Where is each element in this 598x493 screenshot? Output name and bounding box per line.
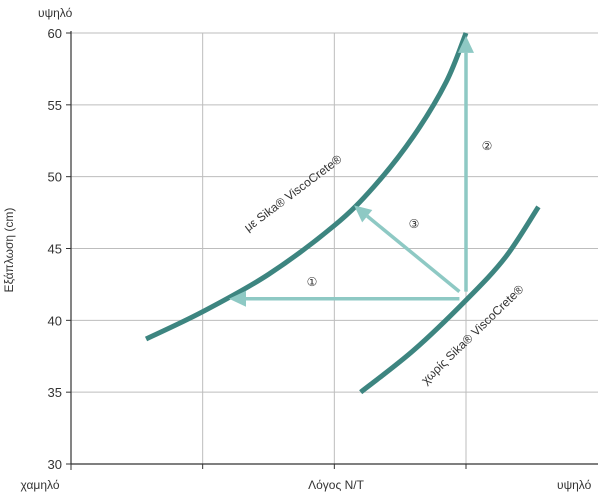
series-line-without-viscocrete [359,205,541,395]
arrow-3-number: ③ [409,217,420,231]
y-tick-label: 60 [48,26,62,41]
series-label-with-viscocrete: με Sika® ViscoCrete® [241,152,344,235]
y-tick-label: 40 [48,313,62,328]
arrow-layer [229,35,474,307]
y-tick-label: 45 [48,242,62,257]
y-tick-label: 55 [48,98,62,113]
x-axis-high-label: υψηλό [557,478,592,492]
arrow-2-head [458,35,474,53]
series-layer [144,32,541,395]
y-tick-label: 35 [48,385,62,400]
arrow-1-number: ① [307,275,318,289]
x-axis-title: Λόγος N/T [308,478,364,492]
arrow-2-number: ② [482,139,493,153]
arrow-3-shaft [366,214,461,293]
arrow-1-head [229,290,246,307]
grid-lines [71,32,598,464]
x-axis-low-label: χαμηλό [21,478,60,492]
series-line-with-viscocrete [144,32,469,342]
arrow-3-head [354,205,373,223]
y-tick-label: 50 [48,170,62,185]
axes [66,31,598,470]
y-axis-title: Εξάπλωση (cm) [2,208,16,293]
y-tick-label: 30 [48,457,62,472]
y-axis-high-label: υψηλό [38,6,73,20]
